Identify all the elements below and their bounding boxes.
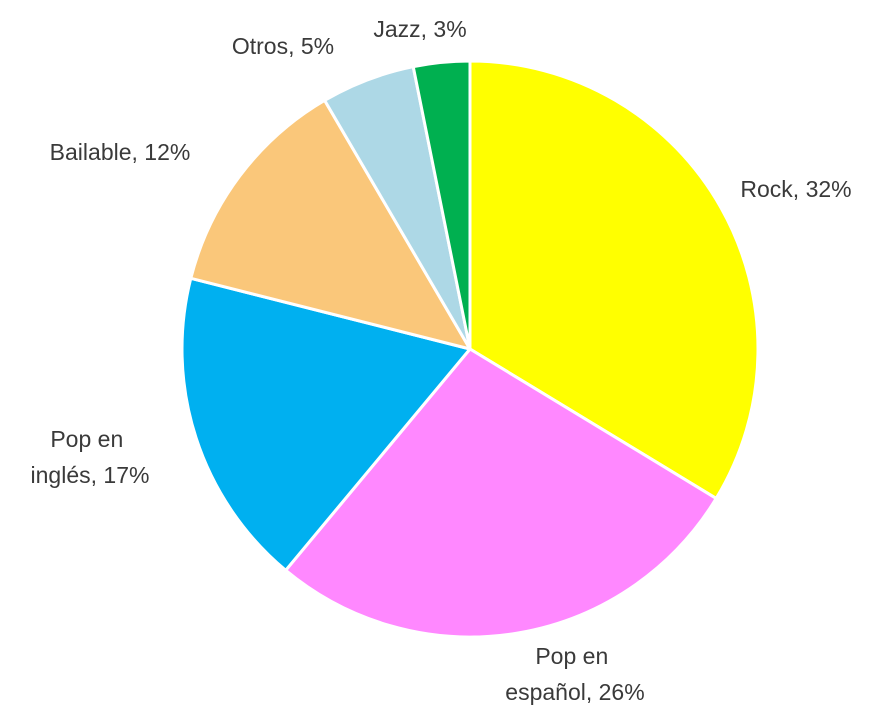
- slice-label-otros: Otros, 5%: [232, 33, 334, 59]
- slice-label-rock: Rock, 32%: [740, 176, 851, 202]
- pie-slice-bailable: [189, 98, 472, 351]
- pie-slices: [180, 59, 760, 639]
- slice-label-pop-en-ingles: Pop en inglés, 17%: [31, 426, 150, 488]
- pie-slice-pop-en-ingles: [180, 276, 472, 572]
- slice-label-bailable: Bailable, 12%: [50, 139, 191, 165]
- pie-slice-jazz: [411, 59, 472, 351]
- pie-slice-pop-en-espanol: [284, 347, 718, 639]
- slice-label-pop-en-espanol: Pop en español, 26%: [505, 643, 644, 705]
- slice-label-jazz: Jazz, 3%: [373, 16, 466, 42]
- pie-slice-rock: [468, 59, 760, 500]
- pie-labels: Rock, 32% Pop en español, 26% Pop en ing…: [31, 16, 852, 705]
